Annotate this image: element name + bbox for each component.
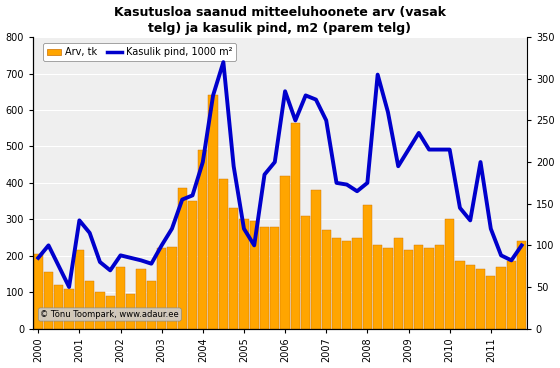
- Bar: [34, 254, 43, 329]
- Bar: [424, 248, 433, 329]
- Bar: [465, 265, 475, 329]
- Bar: [106, 296, 115, 329]
- Bar: [260, 227, 269, 329]
- Bar: [301, 216, 310, 329]
- Bar: [445, 219, 454, 329]
- Bar: [64, 289, 74, 329]
- Bar: [44, 272, 53, 329]
- Bar: [404, 250, 413, 329]
- Bar: [414, 245, 423, 329]
- Bar: [394, 238, 403, 329]
- Bar: [517, 241, 526, 329]
- Bar: [321, 230, 331, 329]
- Bar: [383, 248, 393, 329]
- Bar: [178, 188, 187, 329]
- Bar: [198, 150, 207, 329]
- Bar: [229, 208, 239, 329]
- Bar: [476, 269, 485, 329]
- Bar: [157, 248, 166, 329]
- Bar: [126, 294, 136, 329]
- Bar: [74, 250, 84, 329]
- Bar: [239, 219, 249, 329]
- Title: Kasutusloa saanud mitteeluhoonete arv (vasak
telg) ja kasulik pind, m2 (parem te: Kasutusloa saanud mitteeluhoonete arv (v…: [114, 6, 446, 35]
- Bar: [270, 227, 279, 329]
- Bar: [188, 201, 197, 329]
- Bar: [497, 267, 506, 329]
- Bar: [95, 292, 105, 329]
- Bar: [147, 281, 156, 329]
- Bar: [455, 261, 465, 329]
- Text: © Tõnu Toompark, www.adaur.ee: © Tõnu Toompark, www.adaur.ee: [40, 310, 179, 319]
- Legend: Arv, tk, Kasulik pind, 1000 m²: Arv, tk, Kasulik pind, 1000 m²: [43, 43, 236, 61]
- Bar: [507, 261, 516, 329]
- Bar: [352, 238, 362, 329]
- Bar: [342, 241, 352, 329]
- Bar: [167, 247, 176, 329]
- Bar: [54, 285, 63, 329]
- Bar: [373, 245, 382, 329]
- Bar: [219, 179, 228, 329]
- Bar: [116, 267, 125, 329]
- Bar: [208, 95, 218, 329]
- Bar: [311, 190, 320, 329]
- Bar: [291, 123, 300, 329]
- Bar: [281, 176, 290, 329]
- Bar: [435, 245, 444, 329]
- Bar: [250, 221, 259, 329]
- Bar: [332, 238, 341, 329]
- Bar: [363, 205, 372, 329]
- Bar: [85, 281, 94, 329]
- Bar: [486, 276, 496, 329]
- Bar: [137, 269, 146, 329]
